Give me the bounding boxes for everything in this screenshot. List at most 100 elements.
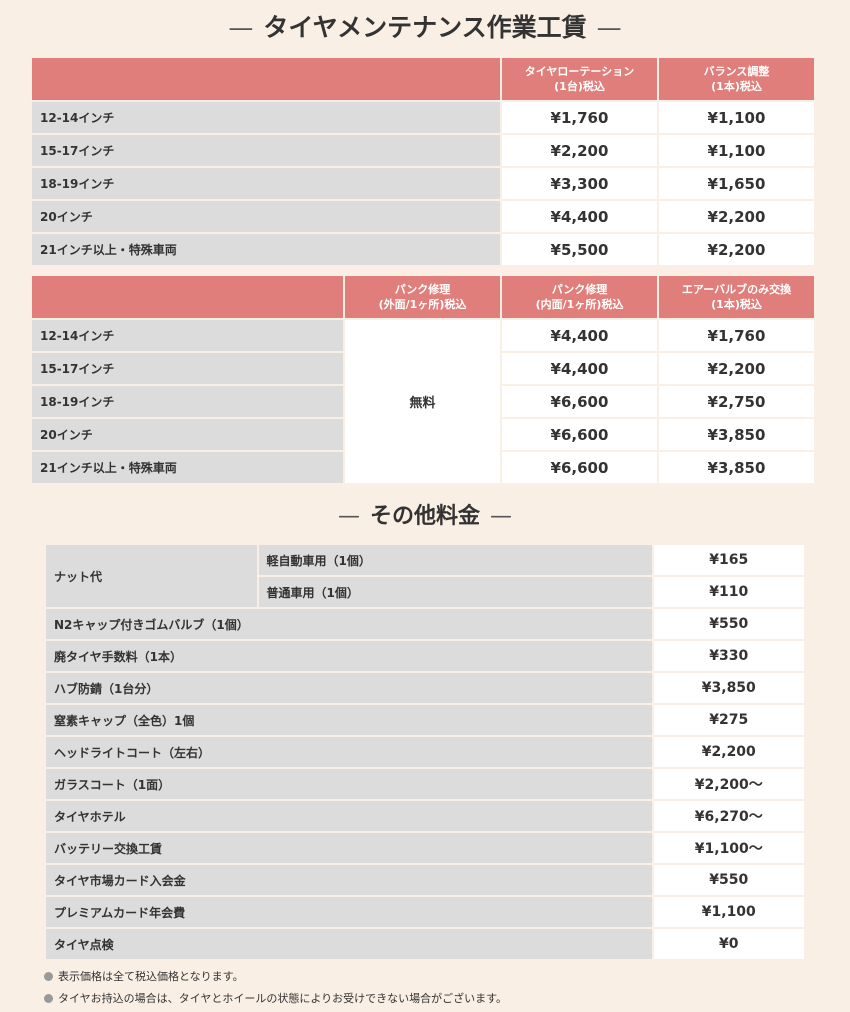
table-row: 普通車用（1個） ¥110 — [46, 577, 804, 607]
column-header: タイヤローテーション (1台)税込 — [502, 58, 657, 100]
note: 表示価格は全て税込価格となります。 — [44, 966, 507, 988]
table-row: タイヤ点検 ¥0 — [46, 929, 804, 959]
balance-price: ¥1,100 — [659, 102, 814, 133]
inner-puncture-price: ¥6,600 — [502, 419, 657, 450]
item-label: N2キャップ付きゴムバルブ（1個） — [46, 609, 652, 639]
table-row: ガラスコート（1面） ¥2,200～ — [46, 769, 804, 799]
item-label: タイヤ市場カード入会金 — [46, 865, 652, 895]
balance-price: ¥1,100 — [659, 135, 814, 166]
nut-label: ナット代 — [46, 545, 257, 607]
air-valve-price: ¥2,750 — [659, 386, 814, 417]
inner-puncture-price: ¥4,400 — [502, 320, 657, 351]
item-label: タイヤホテル — [46, 801, 652, 831]
column-header: バランス調整 (1本)税込 — [659, 58, 814, 100]
item-label: ヘッドライトコート（左右） — [46, 737, 652, 767]
table-row: 20インチ ¥4,400 ¥2,200 — [32, 201, 814, 232]
item-price: ¥3,850 — [653, 673, 804, 703]
air-valve-price: ¥3,850 — [659, 452, 814, 483]
table-row: 21インチ以上・特殊車両 ¥6,600 ¥3,850 — [32, 452, 814, 483]
inner-puncture-price: ¥6,600 — [502, 452, 657, 483]
table-row: 15-17インチ ¥4,400 ¥2,200 — [32, 353, 814, 384]
column-header: パンク修理 (内面/1ヶ所)税込 — [502, 276, 657, 318]
table-row: N2キャップ付きゴムバルブ（1個） ¥550 — [46, 609, 804, 639]
rotation-price: ¥5,500 — [502, 234, 657, 265]
outer-puncture-free: 無料 — [345, 320, 500, 483]
size-label: 15-17インチ — [32, 135, 500, 166]
size-label: 12-14インチ — [32, 102, 500, 133]
section-title-maintenance: — タイヤメンテナンス作業工賃 — — [228, 13, 622, 42]
table-row: ヘッドライトコート（左右） ¥2,200 — [46, 737, 804, 767]
item-price: ¥1,100 — [653, 897, 804, 927]
item-label: プレミアムカード年会費 — [46, 897, 652, 927]
rotation-price: ¥1,760 — [502, 102, 657, 133]
rotation-price: ¥2,200 — [502, 135, 657, 166]
note: タイヤお持込の場合は、タイヤとホイールの状態によりお受けできない場合がございます… — [44, 988, 507, 1010]
item-label: タイヤ点検 — [46, 929, 652, 959]
rotation-price: ¥3,300 — [502, 168, 657, 199]
size-label: 15-17インチ — [32, 353, 343, 384]
item-price: ¥330 — [653, 641, 804, 671]
column-header — [32, 58, 500, 100]
air-valve-price: ¥2,200 — [659, 353, 814, 384]
table-row: プレミアムカード年会費 ¥1,100 — [46, 897, 804, 927]
table-row: バッテリー交換工賃 ¥1,100～ — [46, 833, 804, 863]
item-price: ¥6,270～ — [653, 801, 804, 831]
title-text: その他料金 — [369, 504, 480, 529]
inner-puncture-price: ¥4,400 — [502, 353, 657, 384]
bullet-icon — [44, 994, 53, 1003]
table-row: 廃タイヤ手数料（1本） ¥330 — [46, 641, 804, 671]
balance-price: ¥2,200 — [659, 234, 814, 265]
air-valve-price: ¥3,850 — [659, 419, 814, 450]
table-row: タイヤホテル ¥6,270～ — [46, 801, 804, 831]
table-row: 18-19インチ ¥6,600 ¥2,750 — [32, 386, 814, 417]
table-row: 15-17インチ ¥2,200 ¥1,100 — [32, 135, 814, 166]
table-row: 12-14インチ ¥1,760 ¥1,100 — [32, 102, 814, 133]
item-label: 軽自動車用（1個） — [258, 545, 652, 575]
other-fees-table: ナット代 軽自動車用（1個） ¥165 普通車用（1個） ¥110 N2キャップ付きゴムバ… — [44, 543, 806, 961]
note-text: タイヤお持込の場合は、タイヤとホイールの状態によりお受けできない場合がございます… — [58, 992, 508, 1005]
size-label: 18-19インチ — [32, 386, 343, 417]
air-valve-price: ¥1,760 — [659, 320, 814, 351]
item-price: ¥110 — [653, 577, 804, 607]
balance-price: ¥2,200 — [659, 201, 814, 232]
item-price: ¥275 — [653, 705, 804, 735]
item-price: ¥550 — [653, 609, 804, 639]
table-row: ハブ防錆（1台分） ¥3,850 — [46, 673, 804, 703]
item-label: バッテリー交換工賃 — [46, 833, 652, 863]
bullet-icon — [44, 972, 53, 981]
item-price: ¥2,200～ — [653, 769, 804, 799]
item-price: ¥1,100～ — [653, 833, 804, 863]
table-row: 21インチ以上・特殊車両 ¥5,500 ¥2,200 — [32, 234, 814, 265]
size-label: 18-19インチ — [32, 168, 500, 199]
table-row: 18-19インチ ¥3,300 ¥1,650 — [32, 168, 814, 199]
section-title-other: — その他料金 — — [337, 504, 512, 529]
item-price: ¥2,200 — [653, 737, 804, 767]
item-label: ガラスコート（1面） — [46, 769, 652, 799]
table-row: 窒素キャップ（全色）1個 ¥275 — [46, 705, 804, 735]
column-header: パンク修理 (外面/1ヶ所)税込 — [345, 276, 500, 318]
size-label: 21インチ以上・特殊車両 — [32, 234, 500, 265]
column-header: エアーバルブのみ交換 (1本)税込 — [659, 276, 814, 318]
size-label: 12-14インチ — [32, 320, 343, 351]
rotation-price: ¥4,400 — [502, 201, 657, 232]
item-label: 窒素キャップ（全色）1個 — [46, 705, 652, 735]
table-row: ナット代 軽自動車用（1個） ¥165 — [46, 545, 804, 607]
item-price: ¥550 — [653, 865, 804, 895]
item-label: ハブ防錆（1台分） — [46, 673, 652, 703]
column-header — [32, 276, 343, 318]
title-text: タイヤメンテナンス作業工賃 — [263, 13, 587, 42]
puncture-valve-table: パンク修理 (外面/1ヶ所)税込 パンク修理 (内面/1ヶ所)税込 エアーバルブのみ… — [30, 274, 816, 485]
size-label: 20インチ — [32, 201, 500, 232]
item-price: ¥0 — [653, 929, 804, 959]
item-label: 普通車用（1個） — [258, 577, 652, 607]
table-row: タイヤ市場カード入会金 ¥550 — [46, 865, 804, 895]
notes: 表示価格は全て税込価格となります。 タイヤお持込の場合は、タイヤとホイールの状態… — [44, 966, 507, 1010]
size-label: 20インチ — [32, 419, 343, 450]
table-row: 12-14インチ 無料 ¥4,400 ¥1,760 — [32, 320, 814, 483]
balance-price: ¥1,650 — [659, 168, 814, 199]
table-row: 20インチ ¥6,600 ¥3,850 — [32, 419, 814, 450]
note-text: 表示価格は全て税込価格となります。 — [58, 970, 244, 983]
rotation-balance-table: タイヤローテーション (1台)税込 バランス調整 (1本)税込 12-14インチ ¥1… — [30, 56, 816, 267]
inner-puncture-price: ¥6,600 — [502, 386, 657, 417]
size-label: 21インチ以上・特殊車両 — [32, 452, 343, 483]
